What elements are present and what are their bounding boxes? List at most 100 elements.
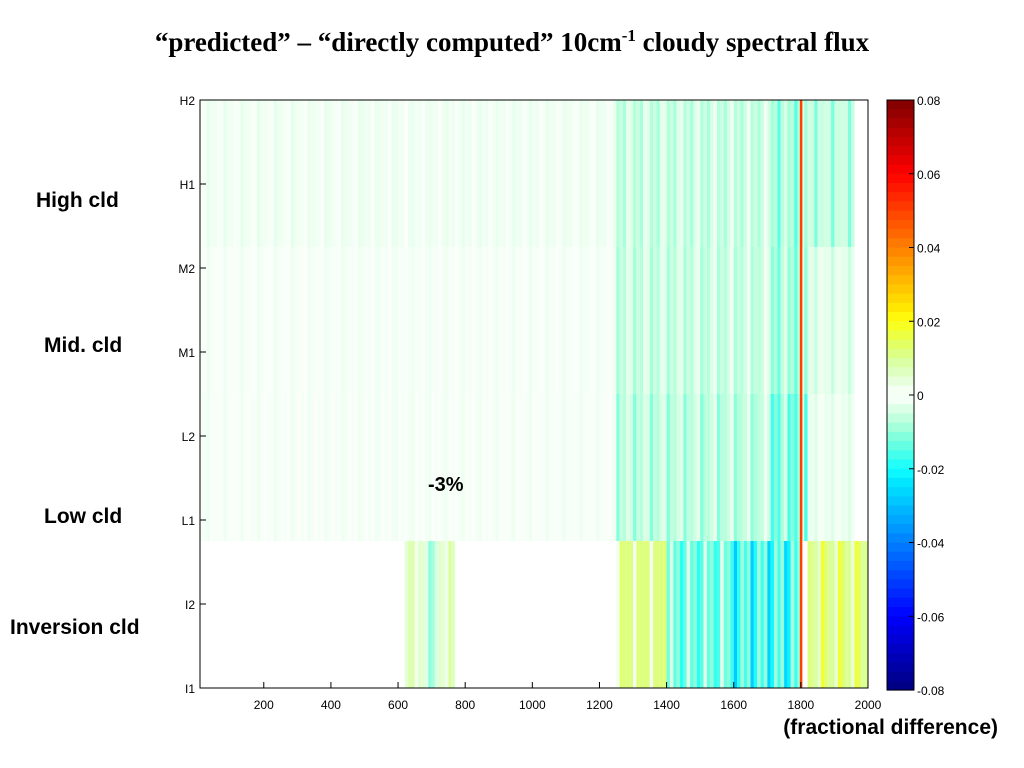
- heatmap-cell: [448, 394, 452, 541]
- heatmap-cell: [414, 394, 419, 541]
- heatmap-cell: [293, 247, 298, 394]
- heatmap-cell: [448, 247, 452, 394]
- heatmap-cell: [831, 247, 835, 394]
- heatmap-cell: [659, 247, 664, 394]
- heatmap-cell: [653, 100, 657, 247]
- heatmap-cell: [340, 394, 345, 541]
- heatmap-cell: [737, 394, 741, 541]
- plot-frame: [199, 99, 869, 689]
- heatmap-cell: [780, 100, 785, 247]
- colorbar-segment: [887, 422, 914, 433]
- heatmap-cell: [297, 100, 301, 247]
- heatmap-cell: [633, 541, 637, 688]
- colorbar-tick-label: 0: [917, 389, 924, 403]
- heatmap-cell: [730, 247, 734, 394]
- heatmap-cell: [320, 247, 325, 394]
- heatmap-cell: [216, 394, 221, 541]
- heatmap-cell: [656, 100, 660, 247]
- heatmap-cell: [649, 541, 654, 688]
- heatmap-cell: [794, 100, 798, 247]
- heatmap-cell: [216, 100, 221, 247]
- chart-title-main: “predicted” – “directly computed” 10cm: [154, 27, 622, 57]
- heatmap-cell: [451, 394, 456, 541]
- heatmap-cell: [260, 100, 264, 247]
- heatmap-cell: [418, 541, 422, 688]
- colorbar-segment: [887, 551, 914, 562]
- heatmap-cell: [777, 247, 781, 394]
- heatmap-cell: [663, 100, 667, 247]
- heatmap-cell: [703, 247, 707, 394]
- heatmap-cell: [713, 100, 717, 247]
- heatmap-cell: [770, 247, 775, 394]
- heatmap-cell: [780, 394, 785, 541]
- group-label-low: Low cld: [44, 505, 123, 528]
- heatmap-cell: [837, 394, 842, 541]
- heatmap-cell: [686, 541, 691, 688]
- colorbar-segment: [887, 127, 914, 138]
- highlight-column: [799, 100, 803, 688]
- heatmap-cell: [230, 394, 234, 541]
- heatmap-cell: [743, 247, 748, 394]
- heatmap-cell: [451, 247, 456, 394]
- heatmap-cell: [525, 247, 529, 394]
- heatmap-cell: [790, 100, 795, 247]
- heatmap-cell: [223, 100, 227, 247]
- heatmap-cell: [703, 541, 707, 688]
- heatmap-cell: [747, 100, 751, 247]
- heatmap-cell: [377, 394, 382, 541]
- colorbar-segment: [887, 413, 914, 424]
- heatmap-cell: [260, 394, 264, 541]
- heatmap-cell: [394, 394, 399, 541]
- heatmap-cell: [495, 247, 499, 394]
- heatmap-cell: [374, 394, 378, 541]
- colorbar-segment: [887, 459, 914, 470]
- heatmap-cell: [220, 247, 224, 394]
- heatmap-cell: [737, 247, 741, 394]
- heatmap-cell: [384, 100, 388, 247]
- heatmap-cell: [250, 394, 254, 541]
- heatmap-cell: [344, 394, 348, 541]
- heatmap-cell: [586, 100, 590, 247]
- heatmap-cell: [810, 247, 815, 394]
- heatmap-cell: [723, 247, 728, 394]
- y-tick-label: H2: [180, 94, 196, 108]
- heatmap-cell: [810, 100, 815, 247]
- heatmap-cell: [683, 247, 687, 394]
- heatmap-cell: [619, 100, 623, 247]
- heatmap-cell: [559, 247, 563, 394]
- heatmap-cell: [404, 247, 409, 394]
- heatmap-cell: [857, 541, 862, 688]
- heatmap-cell: [277, 394, 281, 541]
- heatmap-cell: [216, 247, 221, 394]
- heatmap-cell: [750, 541, 754, 688]
- heatmap-cell: [418, 247, 422, 394]
- heatmap-cell: [622, 541, 627, 688]
- heatmap-cell: [666, 100, 670, 247]
- heatmap-cell: [606, 100, 610, 247]
- heatmap-cell: [522, 100, 526, 247]
- heatmap-cell: [300, 100, 305, 247]
- heatmap-cell: [367, 247, 372, 394]
- heatmap-cell: [280, 394, 284, 541]
- heatmap-cell: [246, 247, 251, 394]
- heatmap-cell: [559, 100, 563, 247]
- heatmap-cell: [431, 394, 435, 541]
- heatmap-cell: [438, 541, 442, 688]
- heatmap-cell: [354, 247, 358, 394]
- heatmap-cell: [700, 541, 704, 688]
- heatmap-cell: [740, 541, 744, 688]
- heatmap-cell: [532, 394, 536, 541]
- heatmap-cell: [586, 394, 590, 541]
- heatmap-cell: [599, 394, 603, 541]
- heatmap-cell: [361, 247, 365, 394]
- heatmap-cell: [562, 247, 566, 394]
- x-tick-label: 1400: [653, 698, 680, 712]
- heatmap-cell: [629, 247, 634, 394]
- heatmap-cell: [602, 247, 607, 394]
- heatmap-cell: [827, 394, 832, 541]
- heatmap-cell: [273, 394, 278, 541]
- heatmap-cell: [441, 394, 446, 541]
- heatmap-cell: [471, 394, 476, 541]
- heatmap-cell: [200, 100, 204, 247]
- heatmap-cell: [535, 100, 540, 247]
